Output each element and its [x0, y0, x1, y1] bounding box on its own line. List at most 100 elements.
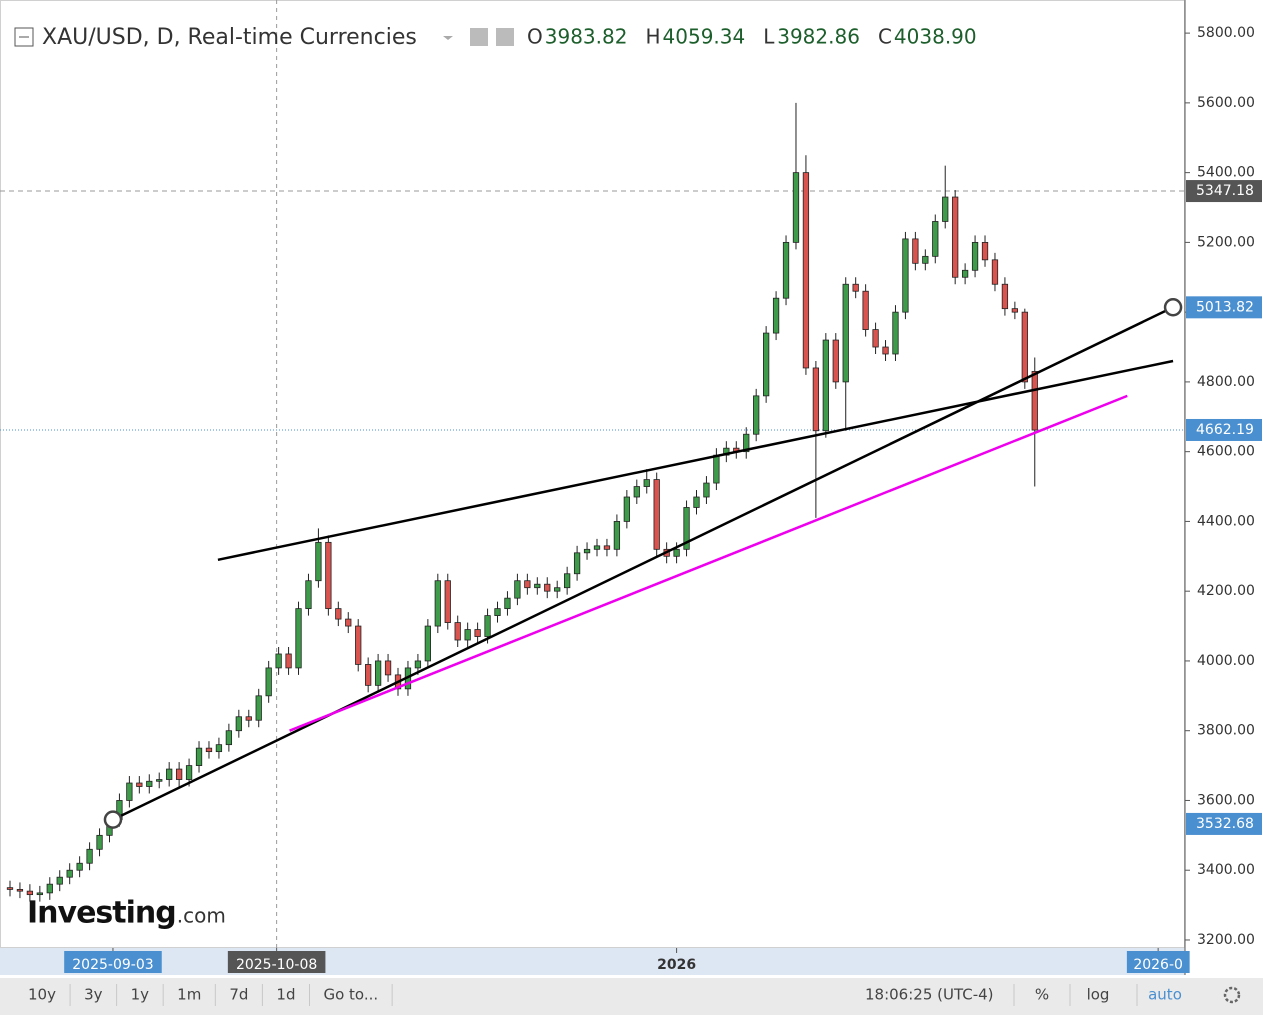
candle-body	[952, 196, 959, 278]
price-tag	[1186, 418, 1262, 441]
range-button[interactable]: 1d	[276, 986, 295, 1004]
candle-body	[782, 241, 790, 299]
range-button[interactable]: 10y	[28, 986, 56, 1004]
candle-body	[613, 521, 621, 550]
candle-body	[603, 545, 611, 550]
candle-body	[66, 869, 73, 878]
candle-body	[76, 862, 83, 871]
candle-body	[156, 779, 163, 782]
candle-body	[355, 625, 362, 665]
price-tag	[1186, 296, 1262, 319]
candle-body	[474, 629, 481, 637]
price-tag	[1186, 180, 1262, 203]
candle-body	[46, 883, 53, 894]
range-button[interactable]: 1y	[131, 986, 150, 1004]
x-tick-highlight	[227, 951, 326, 973]
candle-body	[892, 311, 899, 355]
price-tag-label: 3532.68	[1196, 816, 1254, 832]
candle-body	[1011, 308, 1019, 313]
candle-body	[981, 241, 989, 261]
candle-body	[544, 583, 551, 592]
ohlc-name: H	[645, 25, 660, 49]
candle-body	[136, 782, 143, 787]
candle-body	[384, 660, 392, 676]
trendline	[112, 306, 1174, 821]
candle-body	[762, 332, 770, 397]
candle-body	[922, 255, 929, 264]
candle-body	[564, 573, 571, 589]
candle-body	[126, 782, 133, 801]
candle-body	[315, 541, 322, 582]
candle-body	[772, 297, 780, 334]
candle-body	[96, 834, 103, 850]
candle-body	[792, 172, 800, 243]
y-tick-label: 5200.00	[1197, 234, 1255, 250]
candle-body	[464, 629, 471, 641]
candle-body	[295, 608, 302, 669]
candle-body	[673, 548, 680, 557]
watermark: .com	[177, 904, 226, 928]
candle-body	[374, 660, 382, 686]
candle-body	[902, 238, 909, 313]
candle-body	[16, 889, 24, 892]
candle-body	[454, 622, 461, 641]
range-button[interactable]: 7d	[229, 986, 248, 1004]
candle-body	[832, 339, 839, 383]
ohlc-value: 4059.34	[663, 25, 746, 49]
gear-icon[interactable]	[496, 28, 514, 46]
dropdown-arrow[interactable]	[443, 36, 453, 40]
candle-body	[325, 541, 332, 610]
range-button[interactable]: 3y	[84, 986, 103, 1004]
y-tick-label: 3400.00	[1197, 862, 1255, 878]
candle-body	[26, 890, 34, 896]
candle-body	[643, 479, 650, 487]
y-tick-label: 3800.00	[1197, 723, 1255, 739]
range-button[interactable]: Go to...	[323, 986, 378, 1004]
collapse-icon[interactable]	[14, 27, 34, 47]
candle-body	[345, 618, 352, 627]
option-button[interactable]: auto	[1148, 986, 1182, 1004]
candle-body	[56, 876, 63, 885]
candle-body	[275, 653, 282, 669]
option-button[interactable]: %	[1035, 986, 1049, 1004]
candle-body	[743, 433, 750, 453]
y-tick-label: 4800.00	[1197, 374, 1255, 390]
candle-body	[961, 269, 969, 278]
y-tick-label: 3600.00	[1197, 792, 1255, 808]
y-tick-label: 5800.00	[1197, 25, 1255, 41]
candle-body	[504, 597, 511, 610]
y-tick-label: 4000.00	[1197, 653, 1255, 669]
candle-body	[215, 744, 223, 753]
candle-body	[524, 580, 531, 589]
x-axis-strip	[0, 948, 1185, 975]
ohlc-name: L	[763, 25, 775, 49]
candle-body	[1021, 311, 1028, 383]
candle-body	[534, 583, 541, 589]
ohlc-name: O	[527, 25, 543, 49]
x-tick-highlight	[1126, 951, 1190, 973]
candle-body	[912, 238, 919, 264]
candle-body	[166, 768, 173, 780]
y-tick-label: 5400.00	[1197, 165, 1255, 181]
candle-body	[265, 667, 272, 697]
range-button[interactable]: 1m	[177, 986, 201, 1004]
candle-body	[653, 479, 660, 550]
candle-body	[693, 496, 700, 508]
x-tick-label: 2025-10-08	[236, 957, 317, 973]
y-tick-label: 4400.00	[1197, 513, 1255, 529]
candle-body	[623, 496, 630, 522]
candle-body	[285, 653, 292, 669]
candle-body	[1001, 283, 1009, 310]
candle-body	[245, 716, 252, 721]
settings-button[interactable]	[1223, 986, 1241, 1004]
candle-body	[494, 608, 501, 616]
candle-body	[554, 587, 561, 592]
candle-body	[305, 580, 312, 610]
settings-icon[interactable]	[470, 28, 488, 46]
candle-body	[146, 780, 153, 787]
ohlc-value: 3982.86	[777, 25, 860, 49]
option-button[interactable]: log	[1087, 986, 1110, 1004]
clock: 18:06:25 (UTC-4)	[865, 986, 994, 1004]
toolbar	[0, 978, 1263, 1015]
candle-body	[235, 716, 242, 732]
